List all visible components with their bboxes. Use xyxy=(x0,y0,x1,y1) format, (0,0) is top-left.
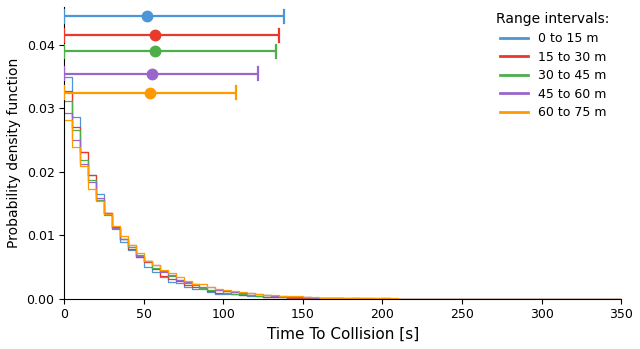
X-axis label: Time To Collision [s]: Time To Collision [s] xyxy=(266,327,419,342)
Legend: 0 to 15 m, 15 to 30 m, 30 to 45 m, 45 to 60 m, 60 to 75 m: 0 to 15 m, 15 to 30 m, 30 to 45 m, 45 to… xyxy=(492,7,615,125)
Y-axis label: Probability density function: Probability density function xyxy=(7,58,21,248)
